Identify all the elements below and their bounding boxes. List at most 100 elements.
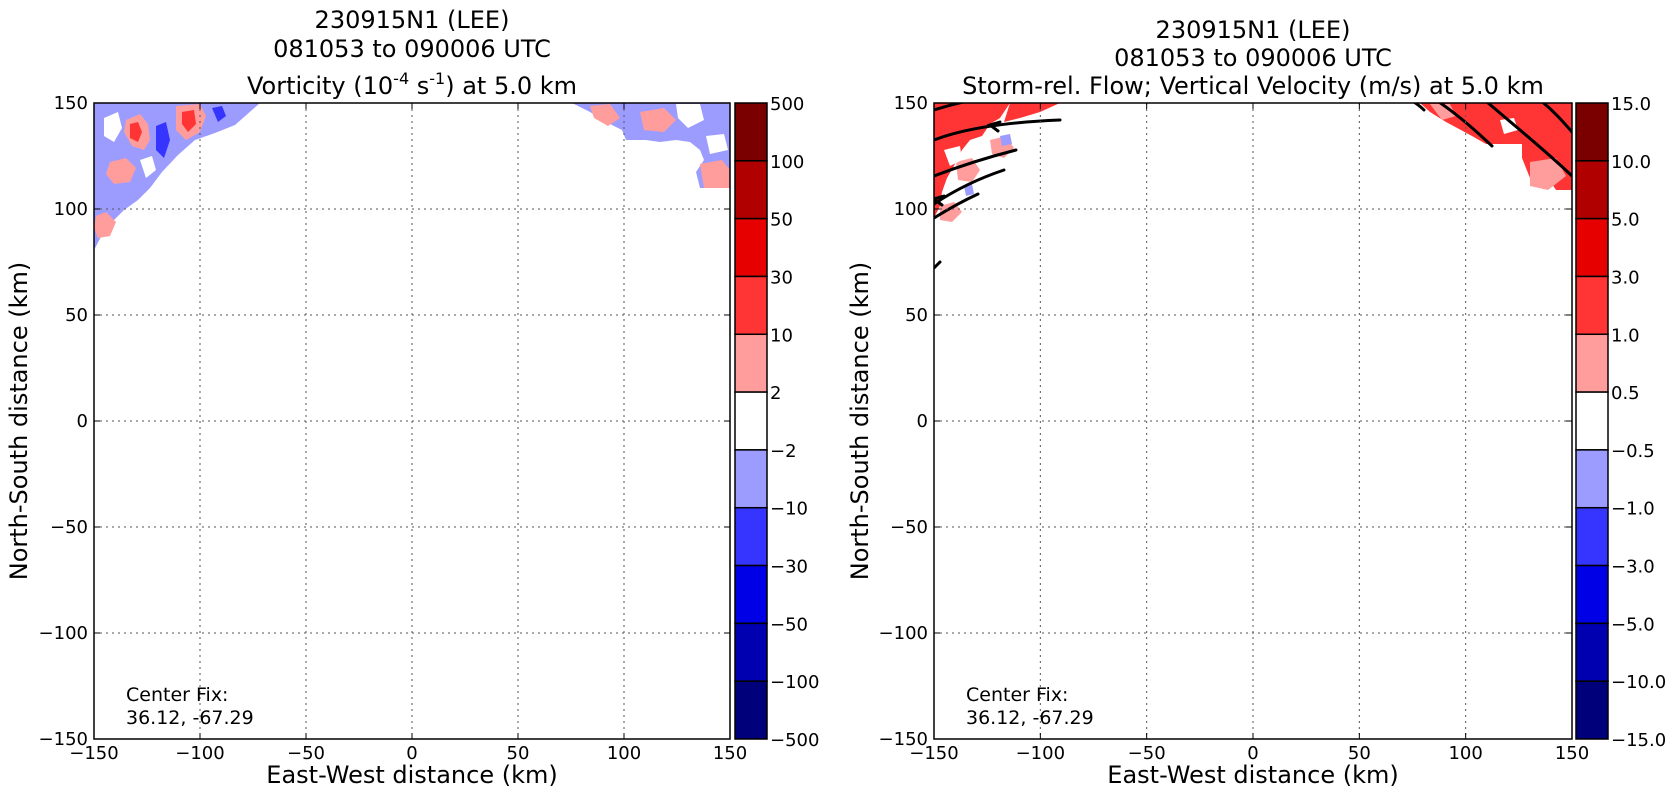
colorbar-label: −2	[770, 441, 797, 462]
colorbar-label: 100	[770, 152, 804, 173]
vertical-velocity-y-tick-labels: 150 100 50 0 −50 −100 −150	[879, 93, 928, 750]
colorbar-segment	[1575, 564, 1609, 625]
storm-relative-streamlines	[934, 103, 1572, 270]
x-tick-label: 50	[507, 743, 530, 764]
colorbar-label: −15.0	[1611, 730, 1666, 751]
x-tick-label: 0	[1247, 743, 1258, 764]
x-tick-label: 150	[713, 743, 747, 764]
colorbar-segment	[734, 217, 768, 278]
center-fix-label: Center Fix:	[126, 684, 228, 706]
x-tick-label: 0	[406, 743, 417, 764]
colorbar-label: 50	[770, 210, 793, 231]
y-tick-label: −100	[879, 623, 928, 644]
colorbar-label: −30	[770, 557, 808, 578]
vorticity-nw-white-2	[140, 156, 156, 178]
colorbar-segment	[734, 622, 768, 682]
colorbar-label: 30	[770, 267, 793, 288]
velocity-nw-blue-2	[964, 184, 974, 196]
panel-title-line-2: 081053 to 090006 UTC	[1114, 44, 1392, 72]
velocity-nw-region-2	[1004, 103, 1060, 122]
vertical-velocity-field	[934, 103, 1572, 222]
vorticity-panel: 230915N1 (LEE) 081053 to 090006 UTC Vort…	[5, 6, 819, 789]
y-tick-label: 150	[894, 93, 928, 114]
y-tick-label: 100	[894, 199, 928, 220]
title-superscript-1: -4	[393, 69, 409, 88]
velocity-ne-pink-1	[1530, 158, 1566, 190]
center-fix-label: Center Fix:	[966, 684, 1068, 706]
colorbar-label: −500	[770, 730, 819, 751]
colorbar-segment	[1575, 160, 1609, 220]
streamline-6	[934, 260, 942, 270]
colorbar-segment	[1575, 506, 1609, 567]
y-tick-label: 0	[917, 411, 928, 432]
streamline-5	[934, 192, 980, 220]
vertical-velocity-panel: 230915N1 (LEE) 081053 to 090006 UTC Stor…	[846, 16, 1666, 789]
vertical-velocity-grid	[933, 102, 1573, 740]
vorticity-ne-pink-2	[640, 108, 676, 132]
colorbar-segment	[734, 275, 768, 336]
colorbar-label: −100	[770, 672, 819, 693]
vorticity-nw-red-1	[130, 122, 142, 142]
colorbar-segment	[1575, 449, 1609, 509]
colorbar-segment	[734, 160, 768, 220]
panel-title-line-1: 230915N1 (LEE)	[315, 6, 510, 34]
vorticity-nw-blue-1	[156, 122, 170, 158]
colorbar-label: 2	[770, 383, 781, 404]
vorticity-ne-pink-1	[590, 104, 620, 126]
velocity-nw-pink-1	[956, 158, 980, 182]
colorbar-label: 0.5	[1611, 383, 1640, 404]
velocity-nw-blue-1	[1000, 134, 1012, 146]
velocity-nw-pink-3	[940, 202, 962, 222]
vorticity-grid	[93, 102, 731, 740]
x-tick-label: 150	[1555, 743, 1589, 764]
velocity-nw-region	[934, 103, 1010, 218]
vertical-velocity-plot-frame	[933, 102, 1573, 740]
center-fix-value: 36.12, -67.29	[126, 707, 254, 729]
vertical-velocity-x-tick-labels: −150 −100 −50 0 50 100 150	[909, 743, 1589, 764]
x-tick-label: −100	[1016, 743, 1065, 764]
colorbar-segment	[734, 680, 768, 740]
center-fix-value: 36.12, -67.29	[966, 707, 1094, 729]
colorbar-segment	[734, 449, 768, 509]
y-tick-label: −50	[890, 517, 928, 538]
vertical-velocity-colorbar: 15.0 10.0 5.0 3.0 1.0 0.5 −0.5 −1.0 −3.0 −5.0 −10.…	[1575, 94, 1666, 751]
colorbar-label: −5.0	[1611, 614, 1655, 635]
colorbar-segment	[1575, 680, 1609, 740]
streamline-4	[934, 168, 1006, 206]
y-tick-label: −50	[50, 517, 88, 538]
colorbar-segment	[1575, 333, 1609, 393]
velocity-ne-white-1	[1500, 118, 1518, 134]
vorticity-y-tick-labels: 150 100 50 0 −50 −100 −150	[39, 93, 88, 750]
colorbar-label: 500	[770, 94, 804, 115]
vorticity-nw-blue-2	[212, 106, 226, 122]
vorticity-plot-frame	[93, 102, 731, 740]
colorbar-label: 10.0	[1611, 152, 1651, 173]
x-tick-label: −50	[1128, 743, 1166, 764]
vorticity-nw-white-1	[104, 112, 122, 142]
title-part-2: s	[409, 72, 429, 100]
streamline-8	[1437, 103, 1494, 148]
vorticity-nw-red-2	[182, 110, 196, 132]
colorbar-label: 3.0	[1611, 267, 1640, 288]
title-part-3: ) at 5.0 km	[445, 72, 577, 100]
panel-title-line-3: Vorticity (10-4 s-1) at 5.0 km	[247, 69, 577, 100]
vertical-velocity-x-axis-label: East-West distance (km)	[1107, 761, 1398, 789]
colorbar-segment	[734, 564, 768, 625]
panel-title-line-1: 230915N1 (LEE)	[1156, 16, 1351, 44]
y-tick-label: −100	[39, 623, 88, 644]
colorbar-segment	[734, 102, 768, 162]
colorbar-label: 10	[770, 325, 793, 346]
colorbar-segment	[1575, 275, 1609, 336]
x-tick-label: 100	[607, 743, 641, 764]
x-tick-label: −150	[909, 743, 958, 764]
colorbar-segment	[734, 506, 768, 567]
vorticity-ne-pink-3	[700, 160, 730, 188]
streamline-3	[934, 148, 1018, 178]
streamline-arrow-2	[934, 194, 946, 207]
title-part-1: Vorticity (10	[247, 72, 393, 100]
y-tick-label: −150	[879, 729, 928, 750]
velocity-nw-white-1	[944, 146, 962, 166]
colorbar-segment	[1575, 102, 1609, 162]
vorticity-ne-white-1	[676, 104, 704, 128]
colorbar-segment	[1575, 622, 1609, 682]
